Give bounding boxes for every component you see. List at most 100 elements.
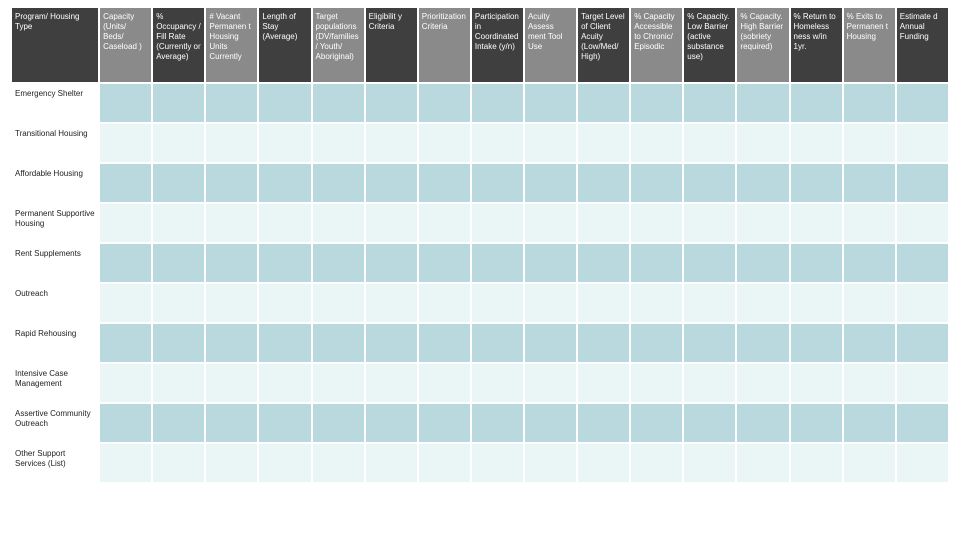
table-cell: [578, 364, 629, 402]
table-cell: [525, 444, 576, 482]
column-header: Length of Stay (Average): [259, 8, 310, 82]
table-cell: [366, 84, 417, 122]
table-cell: [844, 244, 895, 282]
row-label: Intensive Case Management: [12, 364, 98, 402]
table-cell: [366, 364, 417, 402]
table-cell: [737, 364, 788, 402]
table-cell: [791, 364, 842, 402]
table-row: Rapid Rehousing: [12, 324, 948, 362]
table-cell: [525, 164, 576, 202]
table-row: Rent Supplements: [12, 244, 948, 282]
table-cell: [525, 204, 576, 242]
table-cell: [844, 284, 895, 322]
table-cell: [313, 324, 364, 362]
table-cell: [897, 444, 948, 482]
table-cell: [472, 284, 523, 322]
table-cell: [313, 364, 364, 402]
table-row: Affordable Housing: [12, 164, 948, 202]
column-header: Participation in Coordinated Intake (y/n…: [472, 8, 523, 82]
table-cell: [313, 404, 364, 442]
column-header: % Capacity Accessible to Chronic/ Episod…: [631, 8, 682, 82]
column-header: Target Level of Client Acuity (Low/Med/ …: [578, 8, 629, 82]
housing-programs-table: Program/ Housing TypeCapacity (Units/ Be…: [10, 6, 950, 484]
table-cell: [897, 324, 948, 362]
column-header: Estimate d Annual Funding: [897, 8, 948, 82]
table-cell: [737, 204, 788, 242]
table-cell: [631, 204, 682, 242]
table-cell: [897, 124, 948, 162]
table-cell: [259, 124, 310, 162]
table-cell: [844, 204, 895, 242]
table-cell: [472, 364, 523, 402]
table-cell: [684, 324, 735, 362]
table-cell: [844, 84, 895, 122]
table-cell: [419, 404, 470, 442]
table-cell: [631, 404, 682, 442]
table-cell: [259, 404, 310, 442]
table-cell: [206, 244, 257, 282]
table-cell: [153, 284, 204, 322]
table-cell: [206, 164, 257, 202]
table-row: Emergency Shelter: [12, 84, 948, 122]
table-cell: [472, 164, 523, 202]
table-cell: [259, 84, 310, 122]
table-cell: [206, 444, 257, 482]
table-cell: [100, 164, 151, 202]
table-cell: [206, 404, 257, 442]
table-cell: [366, 284, 417, 322]
row-label: Rapid Rehousing: [12, 324, 98, 362]
table-row: Transitional Housing: [12, 124, 948, 162]
table-cell: [313, 124, 364, 162]
column-header: Program/ Housing Type: [12, 8, 98, 82]
table-cell: [791, 444, 842, 482]
table-cell: [100, 244, 151, 282]
table-row: Other Support Services (List): [12, 444, 948, 482]
table-cell: [684, 84, 735, 122]
row-label: Outreach: [12, 284, 98, 322]
table-cell: [684, 364, 735, 402]
table-cell: [366, 204, 417, 242]
table-cell: [206, 284, 257, 322]
table-cell: [897, 164, 948, 202]
column-header: % Capacity. High Barrier (sobriety requi…: [737, 8, 788, 82]
table-cell: [206, 84, 257, 122]
column-header: Prioritization Criteria: [419, 8, 470, 82]
table-cell: [897, 364, 948, 402]
table-cell: [472, 404, 523, 442]
table-cell: [472, 124, 523, 162]
table-cell: [100, 324, 151, 362]
table-cell: [100, 204, 151, 242]
table-cell: [631, 124, 682, 162]
row-label: Permanent Supportive Housing: [12, 204, 98, 242]
table-cell: [472, 324, 523, 362]
table-cell: [472, 444, 523, 482]
table-cell: [578, 324, 629, 362]
table-cell: [100, 404, 151, 442]
table-cell: [631, 324, 682, 362]
table-cell: [897, 84, 948, 122]
table-cell: [419, 124, 470, 162]
row-label: Other Support Services (List): [12, 444, 98, 482]
table-cell: [844, 364, 895, 402]
table-row: Intensive Case Management: [12, 364, 948, 402]
table-cell: [791, 284, 842, 322]
table-cell: [313, 284, 364, 322]
table-cell: [153, 204, 204, 242]
table-cell: [684, 164, 735, 202]
table-cell: [844, 164, 895, 202]
table-cell: [737, 124, 788, 162]
table-cell: [737, 324, 788, 362]
table-cell: [366, 124, 417, 162]
table-cell: [791, 244, 842, 282]
table-cell: [631, 84, 682, 122]
table-cell: [153, 364, 204, 402]
table-cell: [153, 444, 204, 482]
table-cell: [419, 204, 470, 242]
table-cell: [844, 324, 895, 362]
table-cell: [525, 364, 576, 402]
table-cell: [578, 84, 629, 122]
table-cell: [153, 324, 204, 362]
table-cell: [578, 164, 629, 202]
column-header: % Capacity. Low Barrier (active substanc…: [684, 8, 735, 82]
table-cell: [419, 284, 470, 322]
